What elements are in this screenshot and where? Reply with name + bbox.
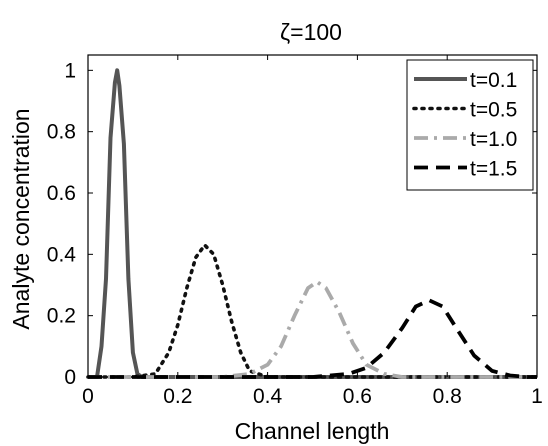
x-tick-label: 0.2 (163, 385, 192, 408)
x-tick-label: 0.8 (433, 385, 462, 408)
y-tick-label: 0 (64, 366, 76, 389)
x-axis-label: Channel length (235, 418, 390, 444)
series-line-t-0-5 (86, 243, 539, 379)
x-tick-label: 0.6 (343, 385, 372, 408)
y-tick-label: 1 (64, 59, 76, 82)
legend: t=0.1 t=0.5 t=1.0 t=1.5 (406, 59, 534, 191)
y-tick-label: 0.4 (47, 243, 77, 266)
series-line-t-1-5 (88, 298, 537, 379)
x-ticks: 0 0.2 0.4 0.6 0.8 1 (82, 55, 543, 408)
x-tick-label: 0 (82, 385, 94, 408)
legend-label-t-1-0: t=1.0 (470, 128, 517, 151)
y-ticks: 0 0.2 0.4 0.6 0.8 1 (47, 59, 537, 389)
x-tick-label: 0.4 (253, 385, 283, 408)
legend-label-t-0-1: t=0.1 (470, 69, 517, 92)
y-axis-label: Analyte concentration (8, 108, 34, 329)
legend-label-t-1-5: t=1.5 (470, 158, 517, 181)
y-tick-label: 0.2 (47, 305, 76, 328)
legend-label-t-0-5: t=0.5 (470, 99, 517, 122)
chart-title: ζ=100 (280, 19, 342, 45)
series-line-t-1-0 (88, 280, 537, 379)
y-tick-label: 0.6 (47, 182, 76, 205)
y-tick-label: 0.8 (47, 121, 76, 144)
x-tick-label: 1 (531, 385, 543, 408)
